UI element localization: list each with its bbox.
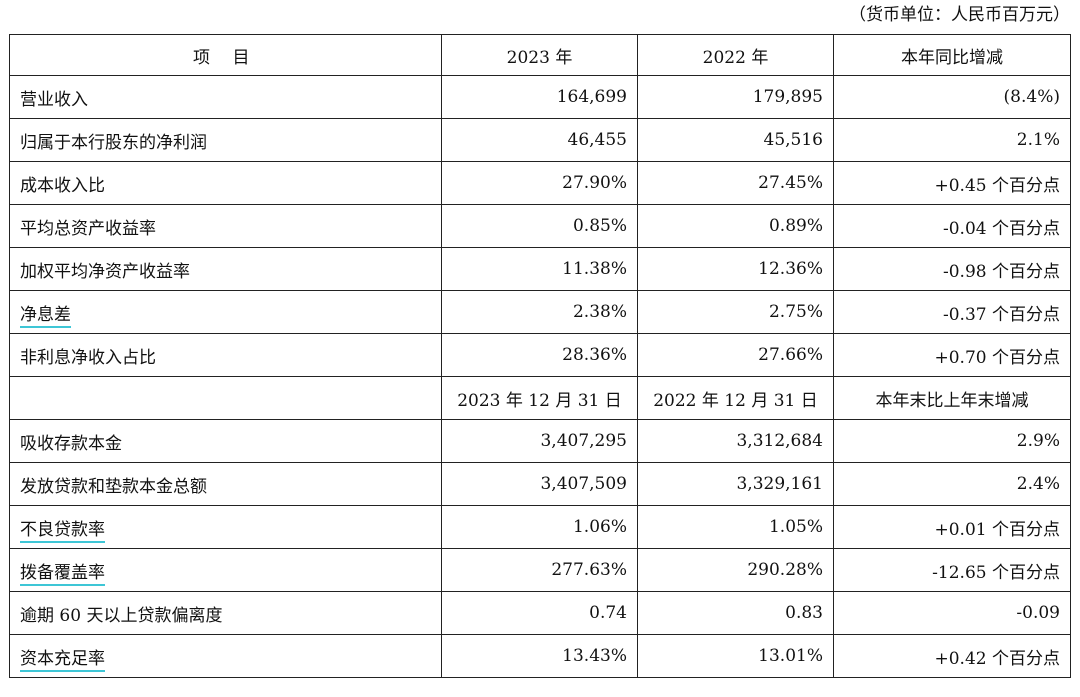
header-item: 项 目 [9,34,442,76]
table-row: 逾期 60 天以上贷款偏离度 0.74 0.83 -0.09 [9,591,1071,635]
value-2022: 3,329,161 [637,462,834,506]
header-year-2022: 2022 年 [637,34,834,76]
value-2023: 2.38% [441,290,638,334]
row-label: 非利息净收入占比 [9,333,442,377]
value-change: -12.65 个百分点 [833,548,1071,592]
value-change: -0.04 个百分点 [833,204,1071,248]
value-2022: 12.36% [637,247,834,291]
table-row: 营业收入 164,699 179,895 (8.4%) [9,75,1071,119]
row-label-text: 成本收入比 [20,175,105,196]
value-2023: 1.06% [441,505,638,549]
value-change: -0.09 [833,591,1071,635]
table-row: 拨备覆盖率 277.63% 290.28% -12.65 个百分点 [9,548,1071,592]
value-change: 2.9% [833,419,1071,463]
value-2022: 13.01% [637,634,834,678]
row-label: 净息差 [9,290,442,334]
row-label: 归属于本行股东的净利润 [9,118,442,162]
row-label-text: 营业收入 [20,89,88,110]
value-2022: 27.45% [637,161,834,205]
header-change: 本年同比增减 [833,34,1071,76]
row-label: 发放贷款和垫款本金总额 [9,462,442,506]
value-2022: 290.28% [637,548,834,592]
table-row: 归属于本行股东的净利润 46,455 45,516 2.1% [9,118,1071,162]
row-label-text: 吸收存款本金 [20,433,122,454]
value-2023: 0.74 [441,591,638,635]
currency-unit-note: （货币单位：人民币百万元） [849,5,1070,25]
row-label-text: 不良贷款率 [20,519,105,540]
value-2022: 0.83 [637,591,834,635]
table-body: 项 目 2023 年 2022 年 本年同比增减 营业收入 164,699 179,… [9,34,1071,678]
value-2023: 11.38% [441,247,638,291]
value-2022: 27.66% [637,333,834,377]
row-label: 营业收入 [9,75,442,119]
row-label-text: 归属于本行股东的净利润 [20,132,207,153]
value-2023: 3,407,295 [441,419,638,463]
subheader-row: 2023 年 12 月 31 日 2022 年 12 月 31 日 本年末比上年… [9,376,1071,420]
value-2023: 13.43% [441,634,638,678]
table-row: 不良贷款率 1.06% 1.05% +0.01 个百分点 [9,505,1071,549]
value-2022: 3,312,684 [637,419,834,463]
subheader-empty [9,376,442,420]
table-row: 吸收存款本金 3,407,295 3,312,684 2.9% [9,419,1071,463]
value-change: -0.37 个百分点 [833,290,1071,334]
header-year-2023: 2023 年 [441,34,638,76]
table-row: 资本充足率 13.43% 13.01% +0.42 个百分点 [9,634,1071,678]
row-label-text: 加权平均净资产收益率 [20,261,190,282]
table-row: 发放贷款和垫款本金总额 3,407,509 3,329,161 2.4% [9,462,1071,506]
row-label: 资本充足率 [9,634,442,678]
row-label-text: 资本充足率 [20,648,105,669]
table-row: 非利息净收入占比 28.36% 27.66% +0.70 个百分点 [9,333,1071,377]
value-2022: 1.05% [637,505,834,549]
row-label-text: 拨备覆盖率 [20,562,105,583]
value-2023: 28.36% [441,333,638,377]
row-label: 逾期 60 天以上贷款偏离度 [9,591,442,635]
value-2023: 0.85% [441,204,638,248]
value-2023: 27.90% [441,161,638,205]
table-row: 成本收入比 27.90% 27.45% +0.45 个百分点 [9,161,1071,205]
row-label: 吸收存款本金 [9,419,442,463]
value-2022: 179,895 [637,75,834,119]
value-2023: 277.63% [441,548,638,592]
value-change: -0.98 个百分点 [833,247,1071,291]
value-change: +0.01 个百分点 [833,505,1071,549]
row-label: 平均总资产收益率 [9,204,442,248]
row-label: 不良贷款率 [9,505,442,549]
row-label-text: 逾期 60 天以上贷款偏离度 [20,605,223,626]
value-change: 2.4% [833,462,1071,506]
table-row: 净息差 2.38% 2.75% -0.37 个百分点 [9,290,1071,334]
value-2023: 46,455 [441,118,638,162]
value-2022: 2.75% [637,290,834,334]
value-change: (8.4%) [833,75,1071,119]
value-2022: 45,516 [637,118,834,162]
value-change: +0.42 个百分点 [833,634,1071,678]
row-label-text: 平均总资产收益率 [20,218,156,239]
row-label-text: 净息差 [20,304,71,325]
value-change: 2.1% [833,118,1071,162]
subheader-date-2023: 2023 年 12 月 31 日 [441,376,638,420]
value-2023: 164,699 [441,75,638,119]
value-change: +0.70 个百分点 [833,333,1071,377]
row-label-text: 发放贷款和垫款本金总额 [20,476,207,497]
subheader-date-2022: 2022 年 12 月 31 日 [637,376,834,420]
table-row: 加权平均净资产收益率 11.38% 12.36% -0.98 个百分点 [9,247,1071,291]
row-label: 拨备覆盖率 [9,548,442,592]
value-change: +0.45 个百分点 [833,161,1071,205]
financial-indicators-table: 项 目 2023 年 2022 年 本年同比增减 营业收入 164,699 179,… [9,34,1071,678]
row-label-text: 非利息净收入占比 [20,347,156,368]
subheader-change: 本年末比上年末增减 [833,376,1071,420]
header-row: 项 目 2023 年 2022 年 本年同比增减 [9,34,1071,76]
row-label: 成本收入比 [9,161,442,205]
value-2022: 0.89% [637,204,834,248]
table-row: 平均总资产收益率 0.85% 0.89% -0.04 个百分点 [9,204,1071,248]
row-label: 加权平均净资产收益率 [9,247,442,291]
value-2023: 3,407,509 [441,462,638,506]
